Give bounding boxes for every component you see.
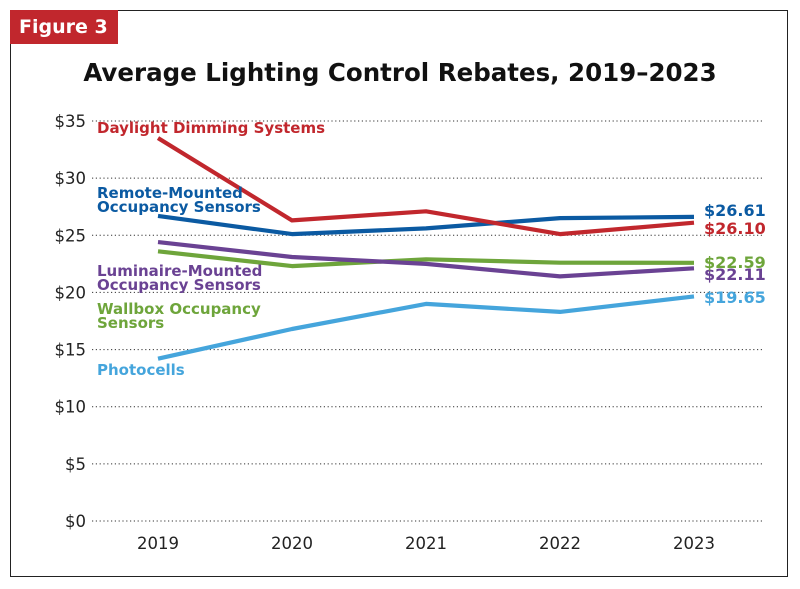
series-name-label: Daylight Dimming Systems <box>97 119 325 137</box>
x-axis-ticks: 2019 2020 2021 2022 2023 <box>137 534 715 553</box>
y-tick-label: $10 <box>55 398 87 417</box>
chart-title: Average Lighting Control Rebates, 2019–2… <box>83 58 717 87</box>
series-name-label: Occupancy Sensors <box>97 198 261 216</box>
grid-lines <box>92 120 764 522</box>
end-value-labels: $26.10$26.61 $22.11$22.59 $19.65 <box>704 201 766 307</box>
series-name-label: Remote-Mounted <box>97 184 243 202</box>
figure-frame <box>10 10 788 577</box>
figure-badge: Figure 3 <box>10 10 118 44</box>
y-tick-label: $35 <box>55 112 87 131</box>
series-name-label: Photocells <box>97 361 185 379</box>
end-value-label: $22.11 <box>704 265 766 284</box>
series-lines <box>156 136 695 361</box>
series-line-3 <box>157 240 695 279</box>
y-tick-label: $5 <box>65 455 86 474</box>
end-value-label: $26.10 <box>704 219 766 238</box>
y-axis-ticks: $0 $5 $10 $15 $20 $25 $30 $35 <box>55 112 87 531</box>
series-name-label: Occupancy Sensors <box>97 276 261 294</box>
x-tick-label: 2023 <box>673 534 715 553</box>
y-tick-label: $25 <box>55 226 87 245</box>
series-line-5 <box>157 294 695 361</box>
y-tick-label: $15 <box>55 341 87 360</box>
x-tick-label: 2021 <box>405 534 447 553</box>
y-tick-label: $20 <box>55 283 87 302</box>
x-tick-label: 2019 <box>137 534 179 553</box>
series-line-4 <box>157 249 695 269</box>
series-name-label: Luminaire-Mounted <box>97 262 262 280</box>
end-value-label: $22.59 <box>704 253 766 272</box>
series-name-label: Wallbox Occupancy <box>97 300 261 318</box>
y-tick-label: $0 <box>65 512 86 531</box>
end-value-label: $26.61 <box>704 201 766 220</box>
series-line-1 <box>156 136 695 237</box>
y-tick-label: $30 <box>55 169 87 188</box>
series-name-label: Sensors <box>97 314 164 332</box>
x-tick-label: 2022 <box>539 534 581 553</box>
series-labels: Daylight Dimming SystemsRemote-MountedOc… <box>97 119 325 379</box>
end-value-label: $19.65 <box>704 288 766 307</box>
x-tick-label: 2020 <box>271 534 313 553</box>
series-line-2 <box>157 213 695 237</box>
